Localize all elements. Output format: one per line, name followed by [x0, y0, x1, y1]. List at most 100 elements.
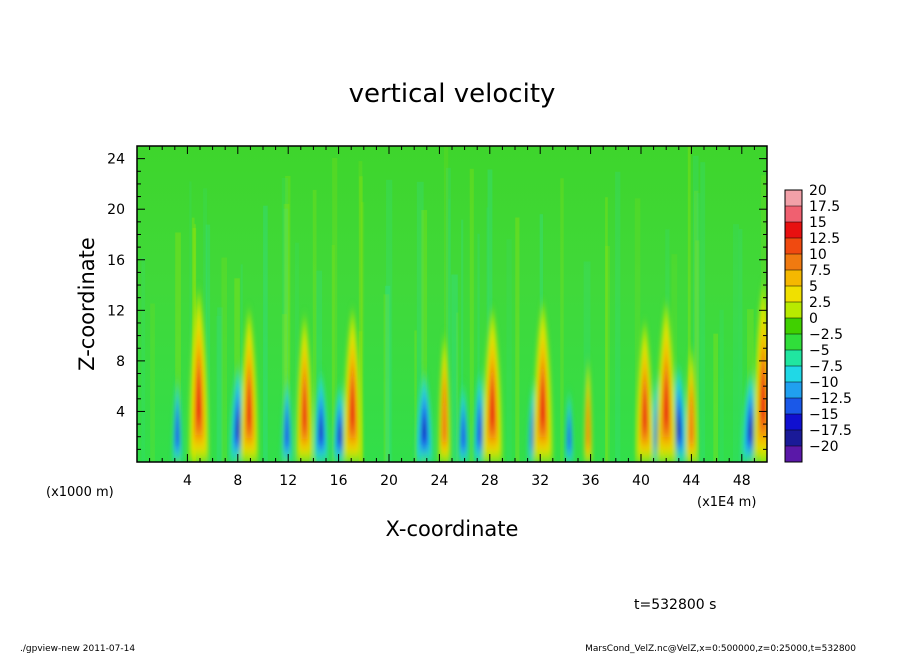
updraft-plume [642, 385, 648, 429]
colorbar-label: 0 [809, 311, 818, 327]
background-streak [294, 242, 299, 462]
updraft-plume [760, 364, 766, 420]
downdraft-plume [338, 424, 342, 441]
x-tick-label: 28 [481, 473, 499, 489]
background-streak [456, 312, 459, 462]
colorbar-label: −20 [809, 439, 839, 455]
y-tick-label: 20 [107, 202, 125, 218]
downdraft-plume [567, 418, 571, 449]
colorbar-swatch [785, 446, 802, 463]
x-tick-label: 12 [279, 473, 297, 489]
colorbar-label: 2.5 [809, 295, 831, 311]
updraft-plume [540, 375, 546, 425]
background-streak [332, 157, 338, 462]
background-streak [416, 181, 424, 462]
chart-title: vertical velocity [349, 79, 556, 109]
colorbar-label: −5 [809, 343, 830, 359]
y-tick-label: 8 [116, 354, 125, 370]
x-axis-ticks: 4 8 12 16 20 24 28 32 36 40 44 48 [149, 146, 755, 489]
colorbar-swatch [785, 382, 802, 399]
colorbar-swatch [785, 254, 802, 271]
downdraft-plume [748, 417, 753, 438]
updraft-plume [246, 378, 252, 426]
heatmap-field [137, 146, 767, 462]
background-streak [696, 193, 701, 462]
downdraft-plume [461, 414, 466, 447]
background-streak [283, 203, 290, 462]
x-axis-title: X-coordinate [386, 517, 519, 541]
colorbar-swatch [785, 414, 802, 431]
y-tick-label: 4 [116, 404, 125, 420]
colorbar-label: 10 [809, 247, 827, 263]
colorbar-swatch [785, 206, 802, 223]
y-tick-label: 12 [107, 303, 125, 319]
background-streak [312, 189, 317, 462]
background-streak [217, 307, 223, 462]
background-streak [634, 198, 641, 462]
x-tick-label: 48 [733, 473, 751, 489]
background-streak [487, 169, 493, 462]
background-streak [383, 294, 390, 462]
colorbar-swatch [785, 286, 802, 303]
background-streak [141, 257, 146, 462]
y-axis-ticks: 4 8 12 16 20 24 [107, 152, 767, 450]
background-streak [477, 233, 480, 462]
colorbar-swatch [785, 398, 802, 415]
colorbar-label: −2.5 [809, 327, 843, 343]
updraft-plume [302, 382, 307, 428]
colorbar-swatch [785, 366, 802, 383]
colorbar-swatch [785, 318, 802, 335]
background-streak [240, 264, 243, 462]
background-streak [203, 188, 208, 462]
colorbar-label: −12.5 [809, 391, 852, 407]
background-streak [515, 217, 520, 462]
background-streak [451, 274, 458, 462]
colorbar-label: −10 [809, 375, 839, 391]
x-tick-label: 16 [330, 473, 348, 489]
background-streak [687, 146, 691, 462]
y-tick-label: 24 [107, 152, 125, 168]
colorbar-frame [784, 189, 803, 463]
background-streak [700, 162, 706, 462]
background-streak [615, 171, 621, 462]
background-streaks [141, 146, 767, 462]
x-tick-label: 32 [531, 473, 549, 489]
x-tick-label: 20 [380, 473, 398, 489]
updraft-plumes [172, 285, 767, 462]
updraft-plume [442, 378, 447, 442]
background-streak [414, 330, 417, 462]
background-streak [732, 224, 739, 462]
downdraft-plume [422, 417, 426, 438]
downdraft-plume [677, 414, 681, 436]
updraft-plume [663, 375, 669, 425]
footer-right: MarsCond_VelZ.nc@VelZ,x=0:500000,z=0:250… [585, 644, 856, 654]
colorbar-swatch [785, 350, 802, 367]
downdraft-plume [236, 414, 240, 436]
background-streak [189, 181, 192, 462]
updraft-plume [689, 386, 694, 444]
background-streak [469, 168, 474, 462]
downdraft-plume [319, 417, 323, 438]
background-streak [443, 146, 449, 462]
background-streak [331, 244, 335, 462]
background-streak [738, 229, 743, 462]
colorbar-swatch [785, 270, 802, 287]
colorbar-label: 15 [809, 215, 827, 231]
background-streak [281, 314, 287, 462]
background-streak [506, 239, 512, 462]
time-label: t=532800 s [634, 597, 716, 613]
downdraft-plume [285, 411, 289, 446]
x-tick-label: 36 [582, 473, 600, 489]
background-streak [693, 190, 699, 462]
x-tick-label: 8 [233, 473, 242, 489]
x-tick-label: 24 [430, 473, 448, 489]
background-streak [695, 240, 700, 462]
colorbar-label: 20 [809, 183, 827, 199]
colorbar-swatch [785, 334, 802, 351]
background-streak [692, 155, 699, 462]
colorbar-swatch [785, 190, 802, 207]
background-streak [713, 333, 719, 462]
downdraft-plume [175, 411, 179, 446]
background-streak [421, 210, 428, 462]
colorbar-swatch [785, 222, 802, 239]
